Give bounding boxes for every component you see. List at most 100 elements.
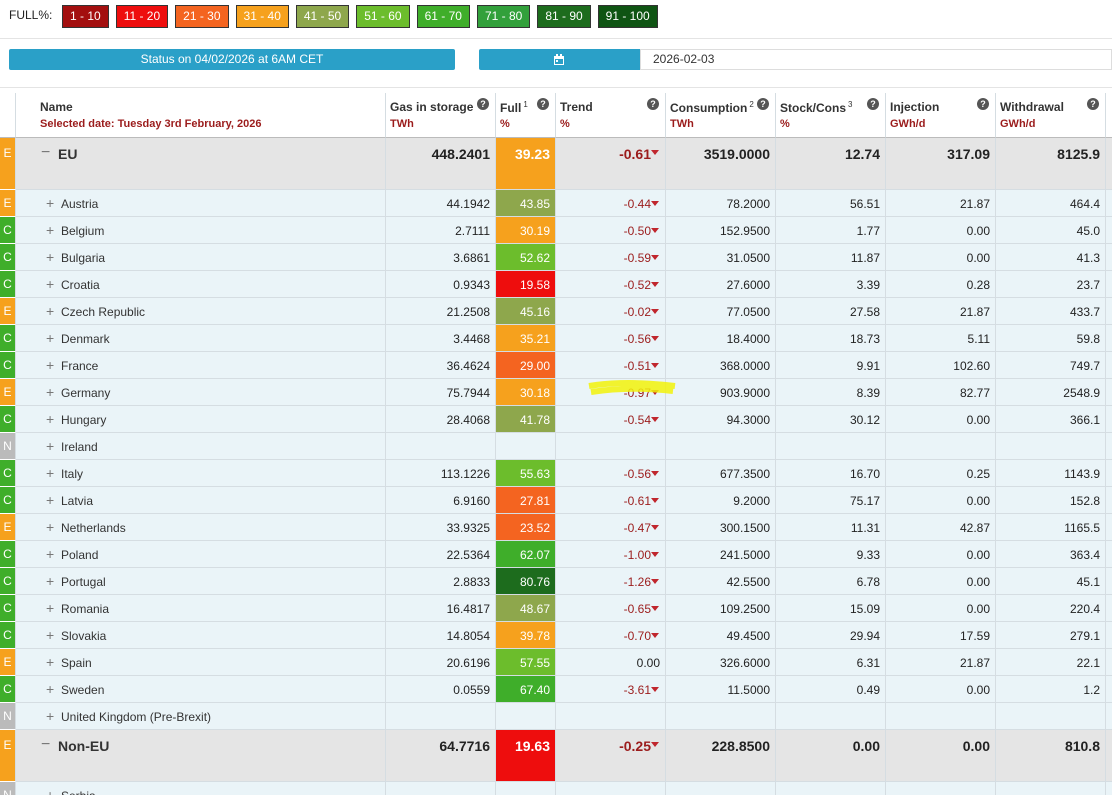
cell-value: -0.54 [624, 413, 651, 427]
expand-toggle[interactable]: + [46, 276, 54, 292]
value-cell: 6.78 [776, 568, 886, 595]
row-edge [1106, 352, 1112, 379]
name-cell: +Italy [16, 460, 386, 487]
cell-value: 16.70 [850, 467, 880, 481]
expand-toggle[interactable]: + [46, 249, 54, 265]
expand-toggle[interactable]: + [46, 573, 54, 589]
cell-value: 903.9000 [720, 386, 770, 400]
cell-value: 0.00 [967, 683, 990, 697]
value-cell: 33.9325 [386, 514, 496, 541]
expand-toggle[interactable]: + [46, 330, 54, 346]
cell-value: 45.1 [1077, 575, 1100, 589]
date-input[interactable]: 2026-02-03 [640, 49, 1112, 70]
expand-toggle[interactable]: + [46, 195, 54, 211]
expand-toggle[interactable]: + [46, 438, 54, 454]
cell-value: 3.6861 [453, 251, 490, 265]
cell-value: 49.4500 [727, 629, 770, 643]
help-icon[interactable]: ? [537, 98, 549, 110]
expand-toggle[interactable]: + [46, 357, 54, 373]
fill-level-cell [496, 782, 556, 795]
expand-toggle[interactable]: + [46, 708, 54, 724]
help-icon[interactable]: ? [977, 98, 989, 110]
value-cell: 433.7 [996, 298, 1106, 325]
value-cell: 49.4500 [666, 622, 776, 649]
value-cell: 44.1942 [386, 190, 496, 217]
help-icon[interactable]: ? [647, 98, 659, 110]
expand-toggle[interactable]: + [46, 384, 54, 400]
value-cell: 464.4 [996, 190, 1106, 217]
value-cell: 21.87 [886, 298, 996, 325]
cell-value: 0.00 [963, 738, 990, 754]
value-cell: 21.87 [886, 649, 996, 676]
cell-value: 56.51 [850, 197, 880, 211]
value-cell: 0.25 [886, 460, 996, 487]
name-cell: + Latvia [16, 487, 386, 514]
name-cell: +Hungary [16, 406, 386, 433]
status-badge: E [0, 190, 16, 217]
value-cell: 31.0500 [666, 244, 776, 271]
column-unit: % [500, 118, 510, 130]
value-cell: 0.00 [886, 676, 996, 703]
legend-item: 21 - 30 [175, 5, 228, 28]
value-cell: 810.8 [996, 730, 1106, 782]
column-header: Full1%? [496, 93, 556, 138]
name-cell: +France [16, 352, 386, 379]
cell-value: 35.21 [520, 332, 550, 346]
status-badge: C [0, 271, 16, 298]
value-cell: 64.7716 [386, 730, 496, 782]
cell-value: 6.78 [857, 575, 880, 589]
expand-toggle[interactable]: + [46, 787, 54, 795]
cell-value: 2.8833 [453, 575, 490, 589]
cell-value: -0.61 [619, 146, 651, 162]
row-name: Belgium [61, 224, 104, 238]
expand-toggle[interactable]: + [46, 519, 54, 535]
cell-value: 366.1 [1070, 413, 1100, 427]
date-picker-button[interactable] [479, 49, 640, 70]
cell-value: 18.4000 [727, 332, 770, 346]
value-cell: 75.7944 [386, 379, 496, 406]
help-icon[interactable]: ? [1087, 98, 1099, 110]
name-cell: +Portugal [16, 568, 386, 595]
help-icon[interactable]: ? [757, 98, 769, 110]
expand-toggle[interactable]: − [41, 144, 50, 162]
status-bar: Status on 04/02/2026 at 6AM CET [9, 49, 455, 70]
expand-toggle[interactable]: + [46, 465, 54, 481]
expand-toggle[interactable]: + [46, 222, 54, 238]
expand-toggle[interactable]: + [46, 492, 54, 508]
expand-toggle[interactable]: + [46, 303, 54, 319]
expand-toggle[interactable]: − [41, 736, 50, 754]
fill-level-cell: 80.76 [496, 568, 556, 595]
cell-value: 0.00 [853, 738, 880, 754]
cell-value: 41.78 [520, 413, 550, 427]
help-icon[interactable]: ? [867, 98, 879, 110]
row-name: United Kingdom (Pre-Brexit) [61, 710, 211, 724]
row-edge [1106, 541, 1112, 568]
expand-toggle[interactable]: + [46, 546, 54, 562]
expand-toggle[interactable]: + [46, 411, 54, 427]
row-name: Ireland [61, 440, 98, 454]
expand-toggle[interactable]: + [46, 600, 54, 616]
value-cell: 18.4000 [666, 325, 776, 352]
fill-level-cell: 43.85 [496, 190, 556, 217]
value-cell: 42.5500 [666, 568, 776, 595]
cell-value: 1.2 [1083, 683, 1100, 697]
row-name: Latvia [61, 494, 93, 508]
expand-toggle[interactable]: + [46, 654, 54, 670]
value-cell: 75.17 [776, 487, 886, 514]
row-edge [1106, 703, 1112, 730]
trend-down-arrow [651, 282, 659, 287]
column-header [1106, 93, 1112, 138]
cell-value: 0.28 [967, 278, 990, 292]
cell-value: 0.00 [967, 602, 990, 616]
cell-value: 11.31 [851, 521, 880, 535]
expand-toggle[interactable]: + [46, 627, 54, 643]
fill-level-cell: 30.18 [496, 379, 556, 406]
help-icon[interactable]: ? [477, 98, 489, 110]
cell-value: 77.0500 [727, 305, 770, 319]
trend-down-arrow [651, 363, 659, 368]
name-cell: +Croatia [16, 271, 386, 298]
column-title: Full1 [500, 100, 528, 115]
expand-toggle[interactable]: + [46, 681, 54, 697]
column-header: Consumption2TWh? [666, 93, 776, 138]
cell-value: 433.7 [1070, 305, 1100, 319]
